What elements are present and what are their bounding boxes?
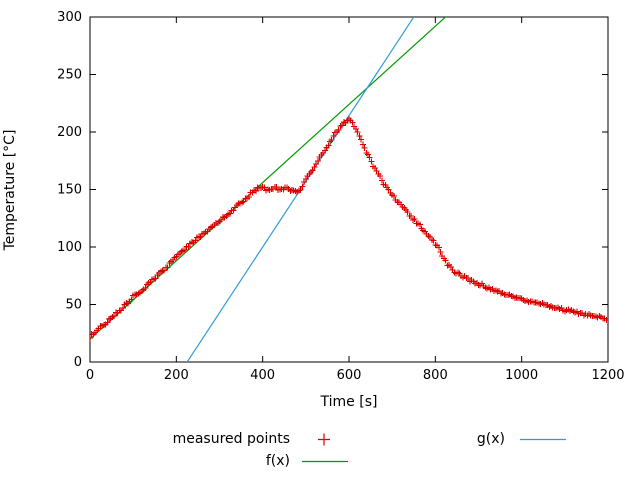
x-tick-label: 200: [164, 368, 189, 383]
legend-label-measured-points: measured points: [172, 431, 290, 447]
plot-border: [89, 16, 609, 363]
legend-label-f: f(x): [265, 453, 290, 469]
y-tick-label: 250: [57, 68, 82, 83]
y-tick-label: 200: [57, 125, 82, 140]
x-tick-label: 400: [250, 368, 275, 383]
x-tick-label: 800: [423, 368, 448, 383]
x-axis-title: Time [s]: [320, 394, 378, 410]
y-tick-label: 50: [65, 298, 82, 313]
x-tick-label: 0: [86, 368, 94, 383]
y-axis-title: Temperature [°C]: [2, 129, 18, 251]
fit-line-g: [186, 17, 415, 362]
measured-points-series: [90, 116, 608, 341]
y-tick-label: 100: [57, 240, 82, 255]
g-line-sample: [520, 438, 566, 441]
x-tick-label: 1000: [505, 368, 538, 383]
y-tick-label: 150: [57, 183, 82, 198]
legend-label-g: g(x): [476, 431, 505, 447]
x-tick-label: 600: [337, 368, 362, 383]
fit-line-f: [90, 17, 447, 340]
f-line-sample: [302, 460, 348, 463]
measured-points-marker-sample: [318, 433, 330, 446]
y-tick-label: 0: [74, 355, 82, 370]
x-tick-label: 1200: [591, 368, 624, 383]
temperature-chart: 0 200 400 600 800 1000 1200 0 50 100 150 200 250 300: [57, 10, 624, 383]
y-tick-label: 300: [57, 10, 82, 25]
